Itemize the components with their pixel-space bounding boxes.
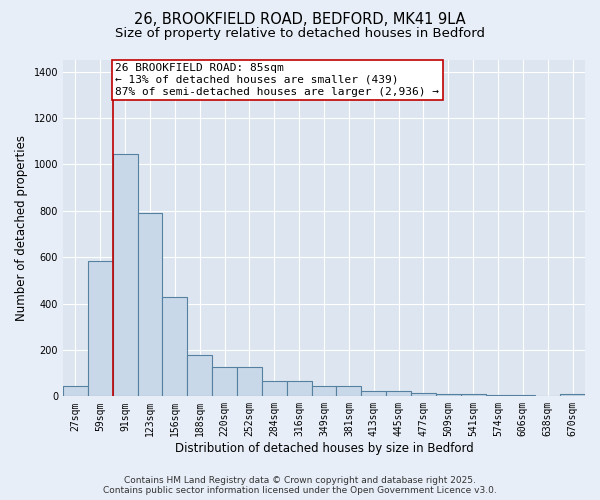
Bar xyxy=(63,386,88,396)
Bar xyxy=(311,386,337,396)
Text: 26 BROOKFIELD ROAD: 85sqm
← 13% of detached houses are smaller (439)
87% of semi: 26 BROOKFIELD ROAD: 85sqm ← 13% of detac… xyxy=(115,64,439,96)
Text: Contains HM Land Registry data © Crown copyright and database right 2025.
Contai: Contains HM Land Registry data © Crown c… xyxy=(103,476,497,495)
Bar xyxy=(187,354,212,397)
Bar xyxy=(262,382,287,396)
Bar xyxy=(237,368,262,396)
Bar xyxy=(88,260,113,396)
Bar xyxy=(485,395,511,396)
Bar xyxy=(287,382,311,396)
Bar xyxy=(212,368,237,396)
Bar xyxy=(511,395,535,396)
Bar xyxy=(137,213,163,396)
Bar xyxy=(386,390,411,396)
Bar xyxy=(436,394,461,396)
Bar xyxy=(113,154,137,396)
Bar xyxy=(361,390,386,396)
Bar xyxy=(411,393,436,396)
Bar xyxy=(560,394,585,396)
Bar xyxy=(461,394,485,396)
X-axis label: Distribution of detached houses by size in Bedford: Distribution of detached houses by size … xyxy=(175,442,473,455)
Bar xyxy=(163,296,187,396)
Text: 26, BROOKFIELD ROAD, BEDFORD, MK41 9LA: 26, BROOKFIELD ROAD, BEDFORD, MK41 9LA xyxy=(134,12,466,28)
Bar xyxy=(337,386,361,396)
Text: Size of property relative to detached houses in Bedford: Size of property relative to detached ho… xyxy=(115,28,485,40)
Y-axis label: Number of detached properties: Number of detached properties xyxy=(15,135,28,321)
